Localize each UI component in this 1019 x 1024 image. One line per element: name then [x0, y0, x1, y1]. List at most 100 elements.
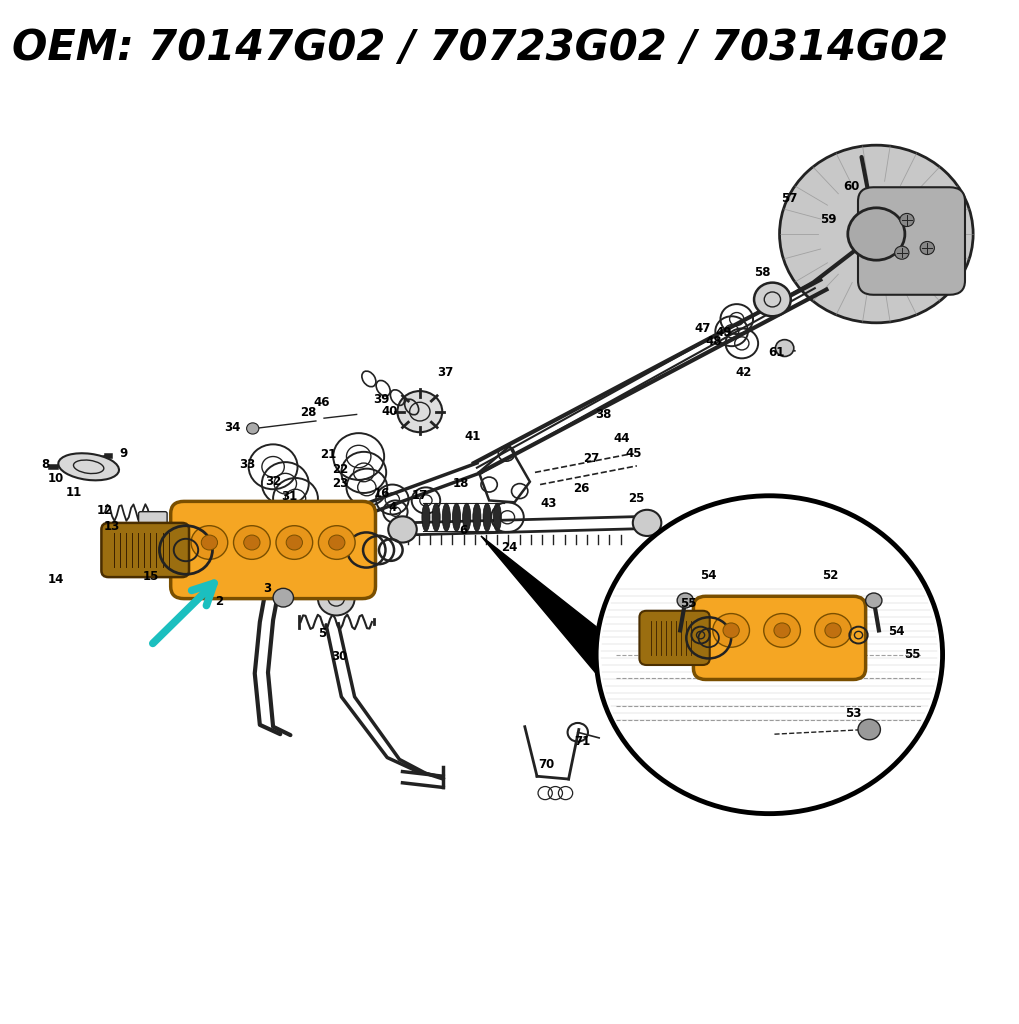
Ellipse shape [452, 503, 461, 531]
Circle shape [865, 593, 882, 608]
Text: 54: 54 [700, 568, 716, 582]
Text: 24: 24 [501, 541, 518, 554]
Ellipse shape [432, 503, 440, 531]
Circle shape [319, 525, 355, 559]
Ellipse shape [442, 503, 450, 531]
Text: 8: 8 [42, 459, 50, 471]
Text: 71: 71 [575, 735, 591, 749]
Text: 49: 49 [715, 326, 732, 339]
Circle shape [328, 536, 344, 550]
Text: 9: 9 [119, 447, 127, 460]
Text: 57: 57 [782, 191, 798, 205]
Text: 41: 41 [465, 430, 481, 443]
Circle shape [192, 525, 228, 559]
FancyBboxPatch shape [139, 512, 167, 530]
Text: 21: 21 [320, 449, 336, 461]
Ellipse shape [483, 503, 491, 531]
Ellipse shape [58, 454, 119, 480]
Text: 53: 53 [845, 708, 861, 720]
Ellipse shape [493, 503, 501, 531]
Circle shape [848, 208, 905, 260]
Bar [887, 0, 1019, 89]
Circle shape [233, 525, 270, 559]
Text: 32: 32 [265, 475, 281, 488]
FancyBboxPatch shape [639, 610, 709, 665]
Text: 31: 31 [281, 490, 298, 503]
Text: 23: 23 [332, 477, 348, 490]
FancyBboxPatch shape [170, 502, 375, 599]
Circle shape [895, 246, 909, 259]
Text: 10: 10 [48, 472, 64, 485]
Text: 4: 4 [388, 502, 396, 514]
Text: 47: 47 [695, 322, 711, 335]
Text: 17: 17 [412, 489, 428, 503]
Circle shape [247, 423, 259, 434]
Text: 55: 55 [680, 597, 696, 609]
Text: 28: 28 [301, 407, 317, 419]
Text: 40: 40 [381, 406, 397, 418]
Text: 44: 44 [613, 432, 630, 445]
Text: 61: 61 [768, 346, 785, 359]
Ellipse shape [422, 503, 430, 531]
Circle shape [780, 145, 973, 323]
Ellipse shape [473, 503, 481, 531]
Text: 25: 25 [628, 493, 644, 505]
Circle shape [286, 536, 303, 550]
FancyBboxPatch shape [858, 187, 965, 295]
Text: 55: 55 [904, 648, 920, 662]
Circle shape [815, 613, 851, 647]
Text: 27: 27 [583, 452, 599, 465]
Circle shape [318, 582, 355, 615]
Text: 37: 37 [437, 366, 453, 379]
Text: 22: 22 [332, 463, 348, 476]
Text: 33: 33 [239, 459, 256, 471]
Text: 15: 15 [143, 569, 159, 583]
FancyBboxPatch shape [102, 523, 189, 578]
Text: 34: 34 [224, 421, 240, 434]
Text: 46: 46 [314, 396, 330, 409]
Circle shape [824, 623, 842, 638]
Text: 43: 43 [540, 497, 556, 510]
Circle shape [633, 510, 661, 536]
Text: 11: 11 [65, 486, 82, 500]
Circle shape [596, 496, 943, 814]
Text: 70: 70 [538, 758, 554, 771]
Circle shape [273, 589, 293, 607]
Circle shape [397, 391, 442, 432]
Circle shape [858, 719, 880, 739]
Text: 54: 54 [889, 625, 905, 638]
Text: 26: 26 [573, 482, 589, 495]
Text: 59: 59 [820, 213, 837, 226]
Text: 13: 13 [104, 520, 120, 534]
Circle shape [900, 213, 914, 226]
Text: OEM: 70147G02 / 70723G02 / 70314G02: OEM: 70147G02 / 70723G02 / 70314G02 [12, 27, 949, 69]
Text: 14: 14 [48, 573, 64, 587]
Text: 5: 5 [318, 627, 326, 640]
Circle shape [276, 525, 313, 559]
Text: 12: 12 [97, 504, 113, 517]
Text: 3: 3 [263, 582, 271, 595]
Circle shape [775, 340, 794, 356]
Ellipse shape [463, 503, 471, 531]
Text: 30: 30 [331, 650, 347, 664]
Circle shape [244, 536, 260, 550]
Text: 2: 2 [215, 595, 223, 608]
Circle shape [754, 283, 791, 316]
Text: 45: 45 [626, 447, 642, 460]
Text: 42: 42 [736, 366, 752, 379]
Text: 60: 60 [844, 180, 860, 193]
Text: 6: 6 [460, 524, 468, 537]
Circle shape [764, 613, 801, 647]
Circle shape [722, 623, 740, 638]
Circle shape [677, 593, 693, 608]
Text: 18: 18 [452, 477, 469, 490]
Text: 52: 52 [822, 568, 839, 582]
FancyBboxPatch shape [693, 596, 865, 680]
Circle shape [201, 536, 218, 550]
Text: 38: 38 [595, 408, 611, 421]
Polygon shape [481, 536, 596, 674]
Circle shape [388, 516, 417, 543]
Text: 58: 58 [754, 266, 770, 279]
Text: 39: 39 [373, 393, 389, 406]
Text: 16: 16 [374, 487, 390, 501]
